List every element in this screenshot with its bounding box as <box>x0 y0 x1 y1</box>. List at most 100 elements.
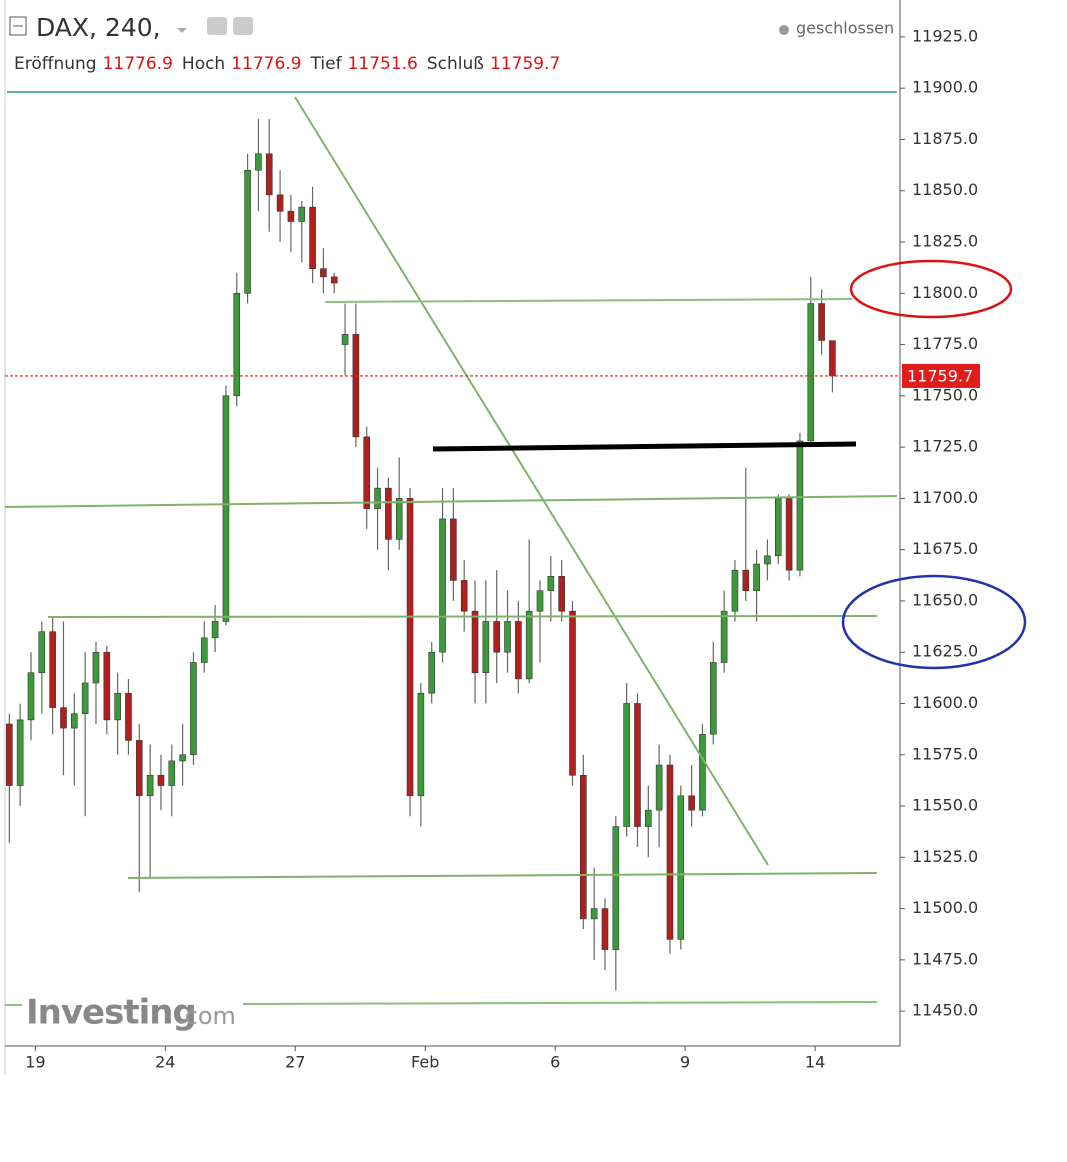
highlight-ellipse <box>841 574 1027 670</box>
ohlc-label: Eröffnung <box>14 54 97 74</box>
resistance-line <box>432 441 857 452</box>
candle-body <box>320 268 327 278</box>
menu-icon[interactable] <box>9 16 27 36</box>
candle-body <box>168 760 176 786</box>
y-tick-label: 11875.0 <box>912 129 978 148</box>
candle-body <box>753 563 760 591</box>
candle-body <box>244 169 251 294</box>
candle-body <box>536 590 544 612</box>
candle-body <box>49 631 56 708</box>
y-tick-label: 11550.0 <box>912 796 978 815</box>
trendline <box>242 1001 878 1005</box>
y-tick-label: 11525.0 <box>912 847 978 866</box>
candle-body <box>655 764 663 811</box>
ohlc-value: 11759.7 <box>490 54 560 74</box>
candle-body <box>103 651 111 721</box>
watermark: .com <box>177 1002 236 1030</box>
y-tick-label: 11700.0 <box>912 488 978 507</box>
candle-body <box>774 498 782 557</box>
candle-body <box>601 908 609 950</box>
y-tick-label: 11450.0 <box>912 1001 978 1020</box>
candle-body <box>233 292 241 397</box>
candle-body <box>341 334 349 345</box>
candle-body <box>829 340 836 377</box>
candle-body <box>179 754 186 762</box>
status-dot <box>779 25 789 35</box>
candle-body <box>623 703 630 827</box>
candle-body <box>515 621 522 680</box>
x-tick-label: 6 <box>550 1053 560 1072</box>
candle-body <box>114 692 121 721</box>
y-tick-label: 11625.0 <box>912 642 978 661</box>
candle-body <box>460 580 468 612</box>
x-tick-label: 24 <box>155 1053 175 1072</box>
trendlines <box>4 91 1027 1006</box>
candle-body <box>666 764 674 940</box>
candle-body <box>125 692 132 741</box>
trendline <box>324 298 853 303</box>
y-tick-label: 11775.0 <box>912 334 978 353</box>
candle-body <box>580 774 587 920</box>
candle-body <box>211 621 219 639</box>
candle-body <box>330 276 338 284</box>
candle-body <box>677 795 685 940</box>
ohlc-header: Eröffnung 11776.9 Hoch 11776.9 Tief 11751.6 Sc… <box>14 54 560 74</box>
candle-body <box>222 395 230 622</box>
candle-body <box>363 436 371 509</box>
ohlc-label: Tief <box>310 54 343 74</box>
candle-body <box>276 194 284 212</box>
candle-body <box>200 637 208 663</box>
ohlc-value: 11776.9 <box>103 54 173 74</box>
y-tick-label: 11650.0 <box>912 590 978 609</box>
candle-body <box>38 631 46 674</box>
candle-body <box>406 498 414 797</box>
candle-body <box>731 569 739 612</box>
marks <box>6 118 836 991</box>
candle-body <box>634 703 641 827</box>
ohlc-label: Schluß <box>427 54 484 74</box>
candle-body <box>493 621 500 653</box>
candle-body <box>699 733 706 811</box>
y-tick-label: 11750.0 <box>912 385 978 404</box>
candle-body <box>60 707 67 729</box>
candle-body <box>720 610 728 663</box>
x-tick-label: 14 <box>805 1053 825 1072</box>
trendline <box>127 872 878 879</box>
ohlc-label: Hoch <box>182 54 225 74</box>
candle-body <box>27 672 35 721</box>
candle-body <box>146 774 154 797</box>
chart-title: DAX, 240, <box>36 13 161 42</box>
visibility-icon[interactable] <box>207 17 227 35</box>
x-tick-label: Feb <box>411 1053 439 1072</box>
y-tick-label: 11725.0 <box>912 437 978 456</box>
dropdown-arrow[interactable] <box>177 28 187 33</box>
candle-body <box>92 651 100 684</box>
last-price-tag <box>902 363 980 388</box>
trendline <box>47 615 878 618</box>
candle-body <box>265 153 273 196</box>
settings-icon[interactable] <box>233 17 253 35</box>
candle-body <box>818 303 825 341</box>
y-tick-label: 11675.0 <box>912 539 978 558</box>
candle-body <box>504 621 511 653</box>
candle-body <box>439 518 446 653</box>
candle-body <box>287 210 295 222</box>
candle-body <box>71 713 78 729</box>
candle-body <box>298 206 306 222</box>
candle-body <box>590 908 598 920</box>
candle-body <box>569 610 576 776</box>
y-tick-label: 11850.0 <box>912 180 978 199</box>
y-tick-label: 11475.0 <box>912 949 978 968</box>
candle-body <box>688 795 695 811</box>
x-tick-label: 9 <box>680 1053 690 1072</box>
candle-body <box>428 651 436 694</box>
candle-body <box>612 826 620 950</box>
candle-body <box>645 809 652 827</box>
y-tick-label: 11800.0 <box>912 283 978 302</box>
candle-body <box>135 740 143 797</box>
ohlc-value: 11776.9 <box>231 54 301 74</box>
y-tick-label: 11575.0 <box>912 744 978 763</box>
ohlc-value: 11751.6 <box>348 54 418 74</box>
